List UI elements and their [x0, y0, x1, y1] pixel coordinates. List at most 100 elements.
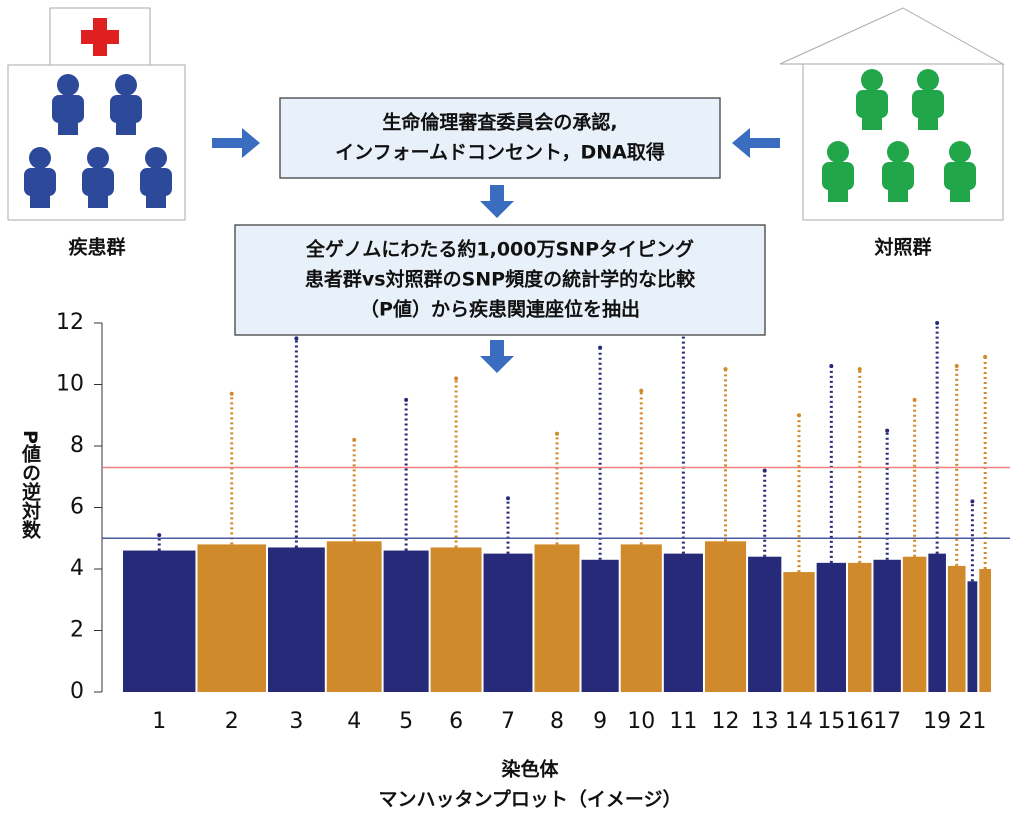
- snp-top: [555, 432, 559, 436]
- arrow: [480, 340, 514, 373]
- x-tick-label: 3: [289, 709, 303, 734]
- person-head: [57, 74, 79, 96]
- snp-cloud: [664, 554, 703, 692]
- x-tick-label: 11: [669, 709, 697, 734]
- snp-cloud: [534, 544, 579, 692]
- person-legs: [30, 188, 50, 208]
- x-tick-label: 10: [627, 709, 655, 734]
- snp-top: [763, 469, 767, 473]
- x-tick-label: 16: [846, 709, 874, 734]
- step-text: （P値）から疾患関連座位を抽出: [360, 298, 640, 321]
- x-tick-label: 2: [225, 709, 239, 734]
- snp-top: [506, 496, 510, 500]
- snp-top: [970, 499, 974, 503]
- snp-top: [454, 376, 458, 380]
- x-tick-label: 13: [751, 709, 779, 734]
- snp-cloud: [968, 581, 978, 692]
- snp-cloud: [268, 547, 325, 692]
- x-tick-label: 4: [347, 709, 361, 734]
- x-tick-label: 9: [593, 709, 607, 734]
- step-text: インフォームドコンセント，DNA取得: [335, 141, 665, 164]
- snp-top: [598, 346, 602, 350]
- snp-cloud: [903, 557, 926, 692]
- group-label: 対照群: [873, 236, 931, 259]
- snp-top: [935, 321, 939, 325]
- x-tick-label: 17: [873, 709, 901, 734]
- y-tick-label: 12: [56, 310, 84, 335]
- snp-top: [983, 355, 987, 359]
- x-tick-label: 6: [449, 709, 463, 734]
- person-head: [887, 141, 909, 163]
- snp-top: [404, 398, 408, 402]
- snp-cloud: [979, 569, 991, 692]
- y-tick-label: 4: [70, 556, 84, 581]
- person-head: [827, 141, 849, 163]
- snp-cloud: [384, 551, 429, 692]
- y-axis-label: P値の逆対数: [19, 430, 42, 540]
- snp-top: [230, 392, 234, 396]
- y-tick-label: 2: [70, 618, 84, 643]
- person-head: [145, 147, 167, 169]
- x-tick-label: 8: [550, 709, 564, 734]
- arrow: [480, 185, 514, 218]
- snp-cloud: [817, 563, 846, 692]
- y-tick-label: 6: [70, 495, 84, 520]
- arrow: [212, 128, 260, 158]
- x-tick-label: 1: [152, 709, 166, 734]
- x-tick-label: 7: [501, 709, 515, 734]
- snp-cloud: [783, 572, 814, 692]
- person-legs: [862, 110, 882, 130]
- step-frame: [280, 98, 720, 178]
- snp-top: [724, 367, 728, 371]
- person-legs: [58, 115, 78, 135]
- y-tick-label: 0: [70, 679, 84, 704]
- snp-cloud: [431, 547, 482, 692]
- snp-top: [352, 438, 356, 442]
- group-label: 疾患群: [68, 236, 125, 259]
- step-box: 生命倫理審査委員会の承認, インフォームドコンセント，DNA取得: [280, 98, 720, 178]
- house-roof: [780, 8, 1003, 64]
- x-tick-label: 14: [785, 709, 813, 734]
- step-text: 患者群vs対照群のSNP頻度の統計学的な比較: [305, 268, 696, 291]
- snp-cloud: [582, 560, 619, 692]
- x-tick-label: 19: [923, 709, 951, 734]
- person-head: [87, 147, 109, 169]
- y-tick-label: 10: [56, 372, 84, 397]
- snp-cloud: [948, 566, 966, 692]
- person-legs: [116, 115, 136, 135]
- snp-cloud: [123, 551, 195, 692]
- x-tick-label: 12: [712, 709, 740, 734]
- person-head: [115, 74, 137, 96]
- snp-cloud: [705, 541, 746, 692]
- page: 疾患群 対照群 024681012P値の逆対数12345678910111213…: [0, 0, 1013, 814]
- snp-top: [858, 367, 862, 371]
- caption: マンハッタンプロット（イメージ）: [378, 788, 681, 811]
- person-head: [917, 69, 939, 91]
- person-legs: [950, 182, 970, 202]
- snp-top: [294, 336, 298, 340]
- snp-top: [157, 533, 161, 537]
- snp-cloud: [748, 557, 781, 692]
- person-head: [29, 147, 51, 169]
- person-legs: [88, 188, 108, 208]
- snp-cloud: [197, 544, 266, 692]
- x-tick-label: 5: [399, 709, 413, 734]
- snp-cloud: [848, 563, 871, 692]
- snp-top: [829, 364, 833, 368]
- person-legs: [146, 188, 166, 208]
- step-text: 全ゲノムにわたる約1,000万SNPタイピング: [305, 238, 694, 261]
- y-tick-label: 8: [70, 433, 84, 458]
- x-tick-label: 15: [817, 709, 845, 734]
- snp-cloud: [621, 544, 662, 692]
- snp-top: [955, 364, 959, 368]
- x-tick-label: 21: [958, 709, 986, 734]
- person-head: [949, 141, 971, 163]
- x-axis-label: 染色体: [501, 758, 559, 781]
- snp-top: [639, 389, 643, 393]
- snp-top: [797, 413, 801, 417]
- person-legs: [918, 110, 938, 130]
- snp-top: [913, 398, 917, 402]
- person-legs: [888, 182, 908, 202]
- step-text: 生命倫理審査委員会の承認,: [382, 111, 617, 134]
- snp-cloud: [484, 554, 533, 692]
